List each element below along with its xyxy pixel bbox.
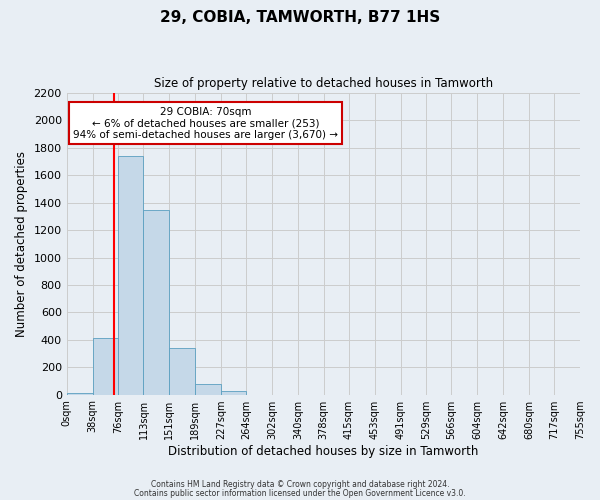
Bar bbox=[143, 210, 169, 394]
Text: 29, COBIA, TAMWORTH, B77 1HS: 29, COBIA, TAMWORTH, B77 1HS bbox=[160, 10, 440, 25]
Bar bbox=[195, 384, 221, 394]
Text: Contains public sector information licensed under the Open Government Licence v3: Contains public sector information licen… bbox=[134, 488, 466, 498]
Y-axis label: Number of detached properties: Number of detached properties bbox=[15, 151, 28, 337]
Text: Contains HM Land Registry data © Crown copyright and database right 2024.: Contains HM Land Registry data © Crown c… bbox=[151, 480, 449, 489]
Bar bbox=[92, 338, 118, 394]
Text: 29 COBIA: 70sqm
← 6% of detached houses are smaller (253)
94% of semi-detached h: 29 COBIA: 70sqm ← 6% of detached houses … bbox=[73, 106, 338, 140]
X-axis label: Distribution of detached houses by size in Tamworth: Distribution of detached houses by size … bbox=[168, 444, 479, 458]
Title: Size of property relative to detached houses in Tamworth: Size of property relative to detached ho… bbox=[154, 78, 493, 90]
Bar bbox=[221, 391, 246, 394]
Bar bbox=[169, 348, 195, 395]
Bar bbox=[67, 392, 92, 394]
Bar bbox=[118, 156, 143, 394]
